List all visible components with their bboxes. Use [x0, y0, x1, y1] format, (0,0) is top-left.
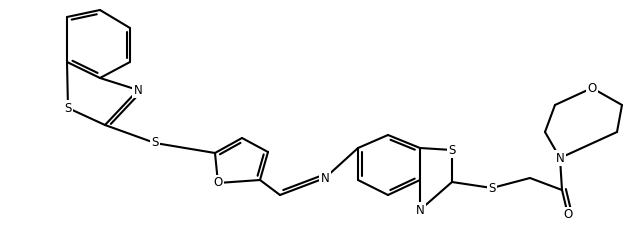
- Text: O: O: [587, 82, 596, 94]
- Text: N: N: [555, 152, 564, 164]
- Text: S: S: [448, 144, 456, 156]
- Text: S: S: [489, 182, 496, 194]
- Text: N: N: [134, 84, 143, 96]
- Text: S: S: [64, 101, 72, 115]
- Text: S: S: [152, 136, 159, 150]
- Text: N: N: [415, 204, 424, 217]
- Text: O: O: [213, 177, 223, 189]
- Text: N: N: [320, 172, 329, 185]
- Text: O: O: [564, 209, 573, 221]
